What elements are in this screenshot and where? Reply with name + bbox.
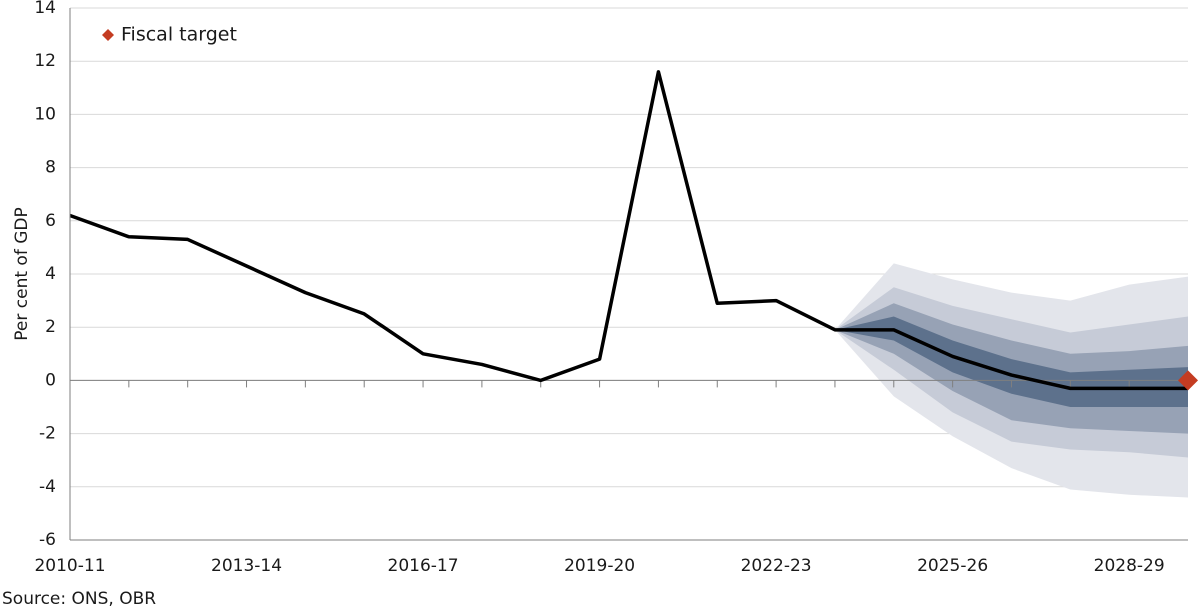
legend-marker <box>102 29 114 41</box>
fan-band <box>834 316 1188 407</box>
source-note: Source: ONS, OBR <box>2 589 156 609</box>
x-tick-label: 2010-11 <box>34 556 105 576</box>
x-tick-label: 2019-20 <box>564 556 635 576</box>
x-tick-label: 2022-23 <box>741 556 812 576</box>
x-tick-label: 2025-26 <box>917 556 988 576</box>
y-tick-label: -4 <box>39 477 56 497</box>
y-tick-label: 0 <box>45 370 56 390</box>
y-tick-label: 4 <box>45 264 56 284</box>
y-axis-label: Per cent of GDP <box>12 207 32 340</box>
y-tick-label: 6 <box>45 211 56 231</box>
y-tick-label: 8 <box>45 158 56 178</box>
data-line <box>69 70 1188 391</box>
y-tick-label: -6 <box>39 530 56 550</box>
y-tick-label: 12 <box>34 51 56 71</box>
y-tick-label: 14 <box>34 0 56 18</box>
y-tick-label: 2 <box>45 317 56 337</box>
x-tick-label: 2013-14 <box>211 556 282 576</box>
x-tick-label: 2016-17 <box>388 556 459 576</box>
y-tick-label: 10 <box>34 104 56 124</box>
legend-label: Fiscal target <box>121 24 237 46</box>
y-tick-label: -2 <box>39 424 56 444</box>
target-marker <box>1178 370 1198 391</box>
x-tick-label: 2028-29 <box>1094 556 1165 576</box>
